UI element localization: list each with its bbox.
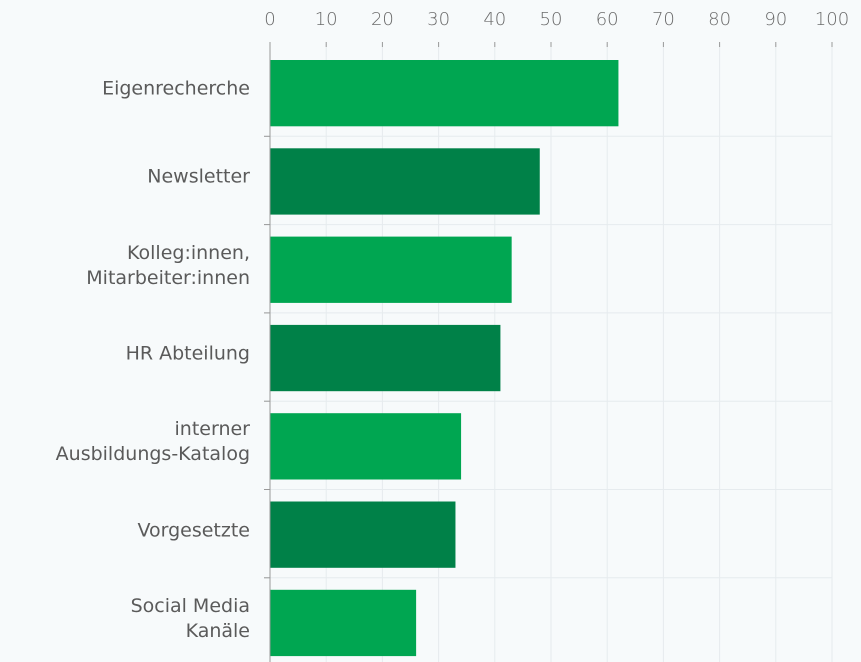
bar [270,413,462,480]
category-label: Kolleg:innen, Mitarbeiter:innen [86,241,250,289]
x-tick-label: 20 [371,9,394,30]
category-label: Newsletter [147,165,250,188]
category-label: Vorgesetzte [137,519,250,542]
x-tick-label: 50 [540,9,563,30]
x-tick-label: 90 [764,9,787,30]
category-label: Social Media Kanäle [130,594,250,642]
x-tick-label: 10 [315,9,338,30]
x-tick-label: 100 [815,9,849,30]
bar [270,60,619,127]
bar [270,236,512,303]
x-tick-label: 0 [264,9,275,30]
bar [270,589,417,657]
x-tick-label: 80 [708,9,731,30]
bar [270,324,501,392]
bar [270,148,540,215]
x-tick-label: 60 [596,9,619,30]
category-label: interner Ausbildungs-Katalog [55,418,250,466]
x-tick-label: 30 [427,9,450,30]
category-label: HR Abteilung [125,342,250,365]
bar [270,501,456,568]
x-tick-label: 70 [652,9,675,30]
category-label: Eigenrecherche [102,77,250,100]
x-tick-label: 40 [483,9,506,30]
